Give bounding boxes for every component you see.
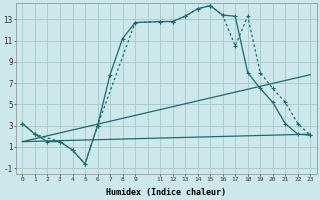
X-axis label: Humidex (Indice chaleur): Humidex (Indice chaleur) [106, 188, 226, 197]
